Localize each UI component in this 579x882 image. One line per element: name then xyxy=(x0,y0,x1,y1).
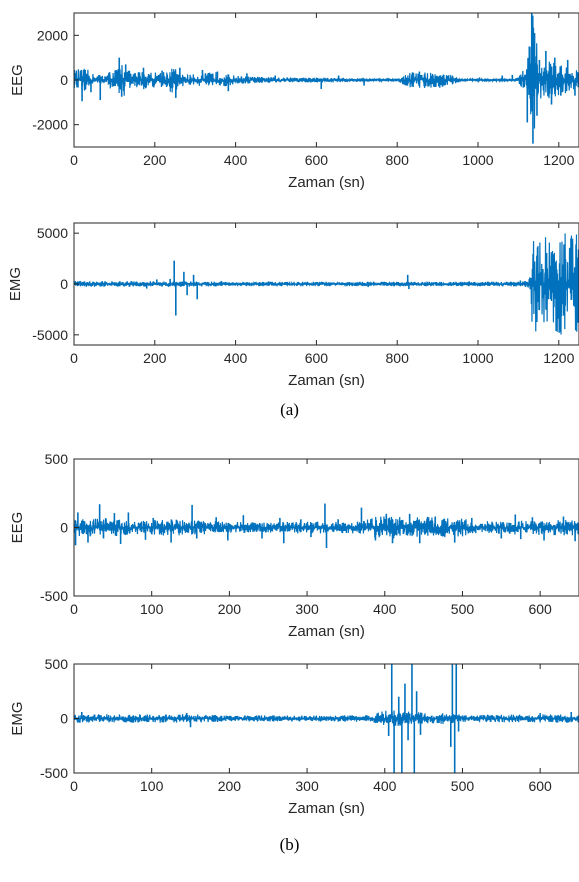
x-tick-label: 500 xyxy=(451,778,475,794)
x-tick-label: 200 xyxy=(143,152,167,168)
caption-a: (a) xyxy=(280,400,299,419)
x-tick-label: 400 xyxy=(224,152,248,168)
y-tick-label: -500 xyxy=(40,588,68,604)
x-tick-label: 1200 xyxy=(543,350,574,366)
y-tick-label: 2000 xyxy=(37,27,68,43)
y-tick-label: 5000 xyxy=(37,225,68,241)
y-tick-label: 0 xyxy=(60,72,68,88)
x-tick-label: 0 xyxy=(70,152,78,168)
x-tick-label: 600 xyxy=(305,350,329,366)
x-tick-label: 400 xyxy=(373,601,397,617)
x-tick-label: 0 xyxy=(70,350,78,366)
y-tick-label: 500 xyxy=(45,451,69,467)
x-tick-label: 800 xyxy=(386,152,410,168)
x-tick-label: 300 xyxy=(295,601,319,617)
x-axis-label: Zaman (sn) xyxy=(288,800,365,817)
y-tick-label: 0 xyxy=(60,711,68,727)
x-tick-label: 400 xyxy=(373,778,397,794)
chart-1: 0 200 400 600 800 1000 1200 -2000 0 2000 Zaman (sn… xyxy=(9,12,579,191)
caption-b: (b) xyxy=(279,835,300,854)
series-line xyxy=(74,516,579,539)
y-tick-label: 500 xyxy=(45,656,69,672)
y-tick-label: -500 xyxy=(40,765,68,781)
series-line xyxy=(74,15,579,129)
x-tick-label: 200 xyxy=(218,778,242,794)
x-tick-label: 600 xyxy=(305,152,329,168)
x-tick-label: 100 xyxy=(140,778,164,794)
y-axis-label: EMG xyxy=(7,267,24,301)
x-tick-label: 800 xyxy=(386,350,410,366)
x-axis-label: Zaman (sn) xyxy=(288,372,365,389)
y-axis-label: EEG xyxy=(9,512,26,544)
x-tick-label: 200 xyxy=(218,601,242,617)
x-tick-label: 600 xyxy=(528,601,552,617)
y-tick-label: -5000 xyxy=(32,327,68,343)
x-tick-label: 400 xyxy=(224,350,248,366)
x-tick-label: 1000 xyxy=(462,152,493,168)
x-tick-label: 500 xyxy=(451,601,475,617)
x-tick-label: 1000 xyxy=(462,350,493,366)
x-tick-label: 0 xyxy=(70,778,78,794)
y-tick-label: 0 xyxy=(60,520,68,536)
y-axis-label: EMG xyxy=(9,701,26,735)
x-tick-label: 0 xyxy=(70,601,78,617)
y-axis-label: EEG xyxy=(9,64,26,96)
x-tick-label: 600 xyxy=(528,778,552,794)
x-tick-label: 200 xyxy=(143,350,167,366)
y-tick-label: 0 xyxy=(60,276,68,292)
x-axis-label: Zaman (sn) xyxy=(288,174,365,191)
x-axis-label: Zaman (sn) xyxy=(288,623,365,640)
y-tick-label: -2000 xyxy=(32,117,68,133)
series-line xyxy=(74,233,579,335)
x-tick-label: 300 xyxy=(295,778,319,794)
series-line xyxy=(74,710,579,727)
x-tick-label: 1200 xyxy=(543,152,574,168)
x-tick-label: 100 xyxy=(140,601,164,617)
